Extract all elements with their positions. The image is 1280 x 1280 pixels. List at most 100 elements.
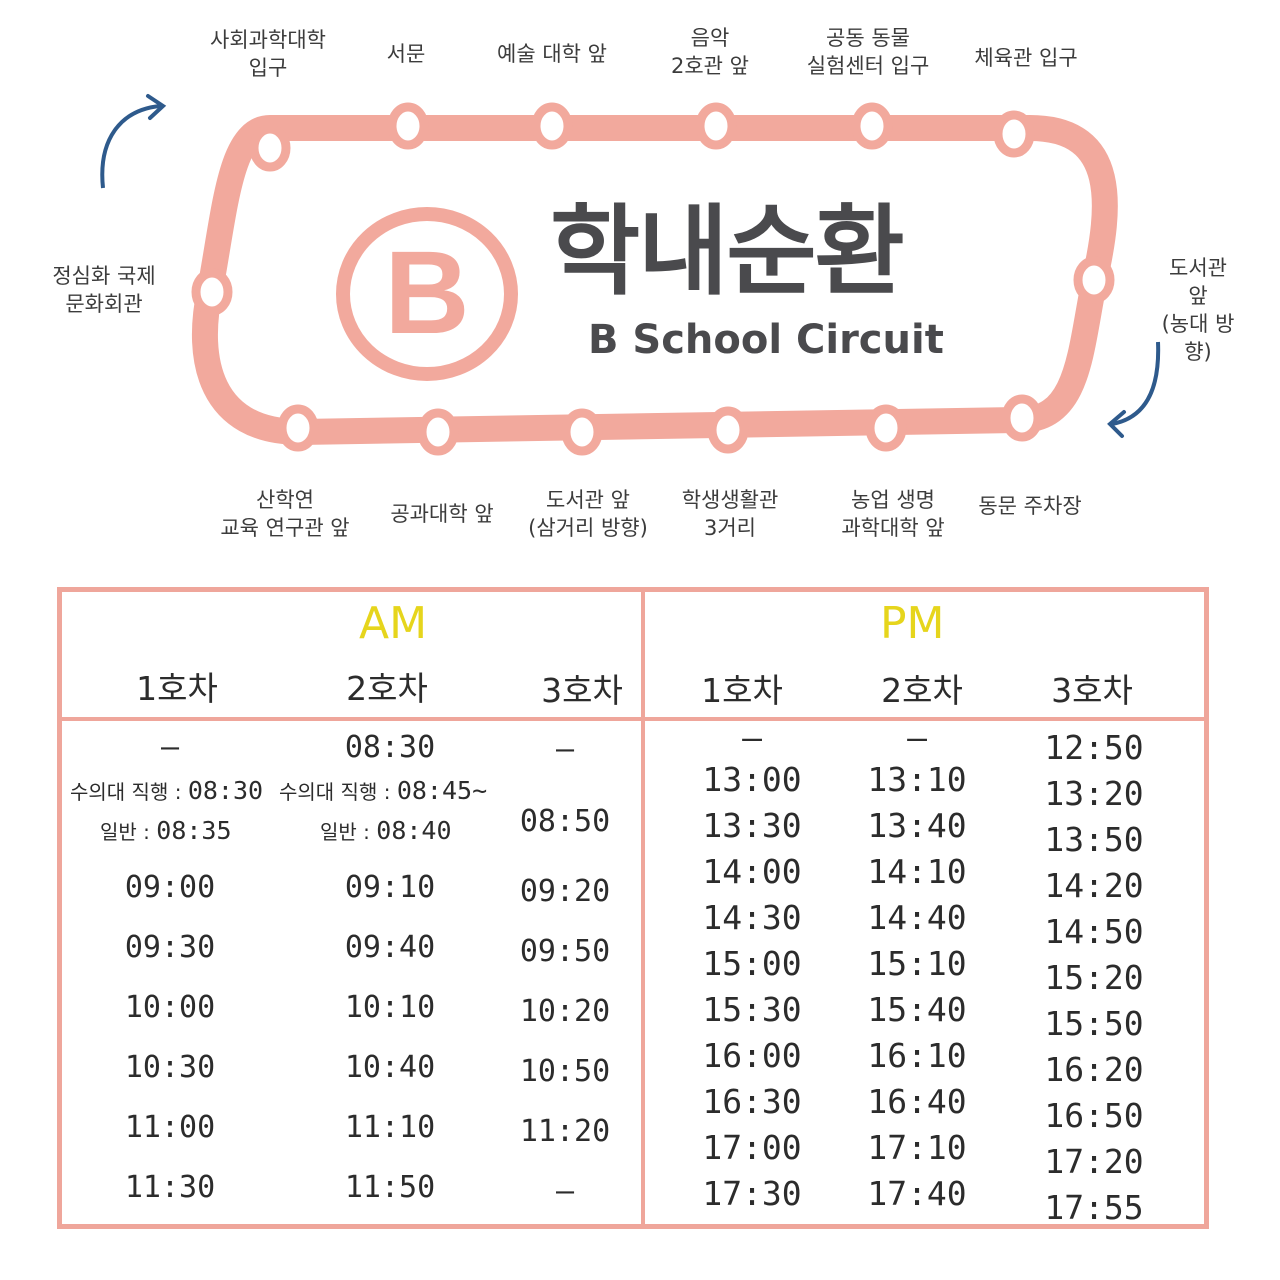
am-time-cell: 09:20	[519, 874, 611, 909]
stop-label-bottom-6: 동문 주차장	[978, 494, 1082, 518]
stop-dot	[561, 408, 603, 456]
pm-time-cell: 17:40	[867, 1174, 967, 1213]
am-time-cell: 11:30	[124, 1170, 216, 1205]
am-time-cell: 10:00	[124, 990, 216, 1025]
am-bus2-header: 2호차	[346, 669, 428, 708]
am-bus3-header: 3호차	[541, 671, 623, 710]
stop-dot	[707, 406, 749, 454]
am-time-cell: 09:40	[344, 930, 436, 965]
stop-dot	[1001, 394, 1043, 442]
pm-time-cell: 17:10	[867, 1128, 967, 1167]
am-bus3-0850: 08:50	[519, 804, 611, 839]
stop-dot	[277, 404, 319, 452]
pm-time-cell: 13:20	[1044, 774, 1144, 813]
am-bus1-first: –	[160, 730, 180, 765]
pm-time-cell: 14:40	[867, 898, 967, 937]
pm-time-cell: 17:30	[702, 1174, 802, 1213]
am-time-cell: 10:10	[344, 990, 436, 1025]
b-logo-icon: B	[336, 207, 518, 381]
am-time-cell: 10:30	[124, 1050, 216, 1085]
am-time-cell: –	[555, 1174, 575, 1209]
stop-dot	[1073, 256, 1115, 304]
am-bus2-direct: 수의대 직행 : 08:45~	[279, 776, 488, 805]
stop-dot	[695, 102, 737, 150]
pm-time-cell: 17:00	[702, 1128, 802, 1167]
stop-label-top-1: 사회과학대학 입구	[210, 28, 326, 80]
am-time-cell: 09:30	[124, 930, 216, 965]
pm-time-cell: 15:50	[1044, 1004, 1144, 1043]
pm-time-cell: 16:50	[1044, 1096, 1144, 1135]
am-time-cell: 09:50	[519, 934, 611, 969]
pm-time-cell: 17:20	[1044, 1142, 1144, 1181]
pm-time-cell: 13:50	[1044, 820, 1144, 859]
stop-label-top-6: 체육관 입구	[974, 46, 1078, 70]
stop-dot	[865, 404, 907, 452]
pm-time-cell: 15:30	[702, 990, 802, 1029]
stop-dot	[249, 124, 291, 172]
pm-time-cell: 13:40	[867, 806, 967, 845]
am-bus2-general: 일반 : 08:40	[320, 816, 452, 845]
am-bus1-header: 1호차	[136, 669, 218, 708]
pm-bus2-header: 2호차	[881, 671, 963, 710]
stop-label-bottom-1: 산학연 교육 연구관 앞	[220, 488, 350, 540]
pm-time-cell: 16:10	[867, 1036, 967, 1075]
am-time-cell: 10:50	[519, 1054, 611, 1089]
am-label: AM	[359, 598, 428, 649]
pm-time-cell: 14:20	[1044, 866, 1144, 905]
am-pm-divider	[641, 592, 645, 1224]
pm-time-cell: 15:40	[867, 990, 967, 1029]
stop-dot	[191, 268, 233, 316]
am-bus3-first: –	[555, 732, 575, 767]
stop-label-bottom-5: 농업 생명 과학대학 앞	[841, 488, 945, 540]
header-divider	[62, 717, 1204, 721]
pm-time-cell: 16:00	[702, 1036, 802, 1075]
pm-time-cell: 14:30	[702, 898, 802, 937]
stop-dot	[531, 102, 573, 150]
timetable: AM PM 1호차 2호차 3호차 1호차 2호차 3호차 – 08:30 – …	[57, 587, 1209, 1229]
stop-label-top-4: 음악 2호관 앞	[671, 26, 749, 78]
page-subtitle: B School Circuit	[588, 317, 944, 363]
am-time-cell: 10:20	[519, 994, 611, 1029]
am-bus2-first: 08:30	[344, 730, 436, 765]
stop-label-right: 도서관 앞 (농대 방향)	[1161, 256, 1235, 364]
direction-arrow-right-head	[1107, 410, 1126, 438]
direction-arrow-right	[1111, 341, 1161, 426]
pm-time-cell: 15:10	[867, 944, 967, 983]
pm-time-cell: 12:50	[1044, 728, 1144, 767]
am-time-cell: 11:00	[124, 1110, 216, 1145]
pm-time-cell: 14:50	[1044, 912, 1144, 951]
stop-label-bottom-3: 도서관 앞 (삼거리 방향)	[528, 488, 648, 540]
pm-time-cell: 17:55	[1044, 1188, 1144, 1227]
pm-time-cell: 16:40	[867, 1082, 967, 1121]
pm-label: PM	[880, 598, 945, 649]
route-diagram	[100, 94, 1161, 456]
am-time-cell: 11:50	[344, 1170, 436, 1205]
stop-label-bottom-4: 학생생활관 3거리	[681, 488, 779, 540]
am-time-cell: 09:00	[124, 870, 216, 905]
pm-time-cell: –	[742, 718, 762, 757]
pm-time-cell: 15:00	[702, 944, 802, 983]
stop-label-bottom-2: 공과대학 앞	[390, 502, 494, 526]
pm-bus1-header: 1호차	[701, 671, 783, 710]
am-time-cell: 10:40	[344, 1050, 436, 1085]
pm-time-cell: 13:30	[702, 806, 802, 845]
direction-arrow-left	[100, 104, 161, 189]
logo-letter: B	[384, 227, 469, 359]
pm-bus3-header: 3호차	[1051, 671, 1133, 710]
pm-time-cell: 16:20	[1044, 1050, 1144, 1089]
stop-dot	[387, 102, 429, 150]
pm-time-cell: –	[907, 718, 927, 757]
pm-time-cell: 14:00	[702, 852, 802, 891]
stop-dot	[417, 408, 459, 456]
am-time-cell: 11:20	[519, 1114, 611, 1149]
pm-time-cell: 13:10	[867, 760, 967, 799]
am-bus1-general: 일반 : 08:35	[100, 816, 232, 845]
stop-label-top-3: 예술 대학 앞	[497, 42, 607, 66]
am-bus1-direct: 수의대 직행 : 08:30	[70, 776, 264, 805]
pm-time-cell: 14:10	[867, 852, 967, 891]
pm-time-cell: 16:30	[702, 1082, 802, 1121]
direction-arrow-left-head	[146, 94, 167, 120]
stop-label-top-5: 공동 동물 실험센터 입구	[806, 26, 930, 78]
stop-label-top-2: 서문	[386, 42, 426, 66]
stop-label-left: 정심화 국제 문화회관	[52, 264, 156, 316]
